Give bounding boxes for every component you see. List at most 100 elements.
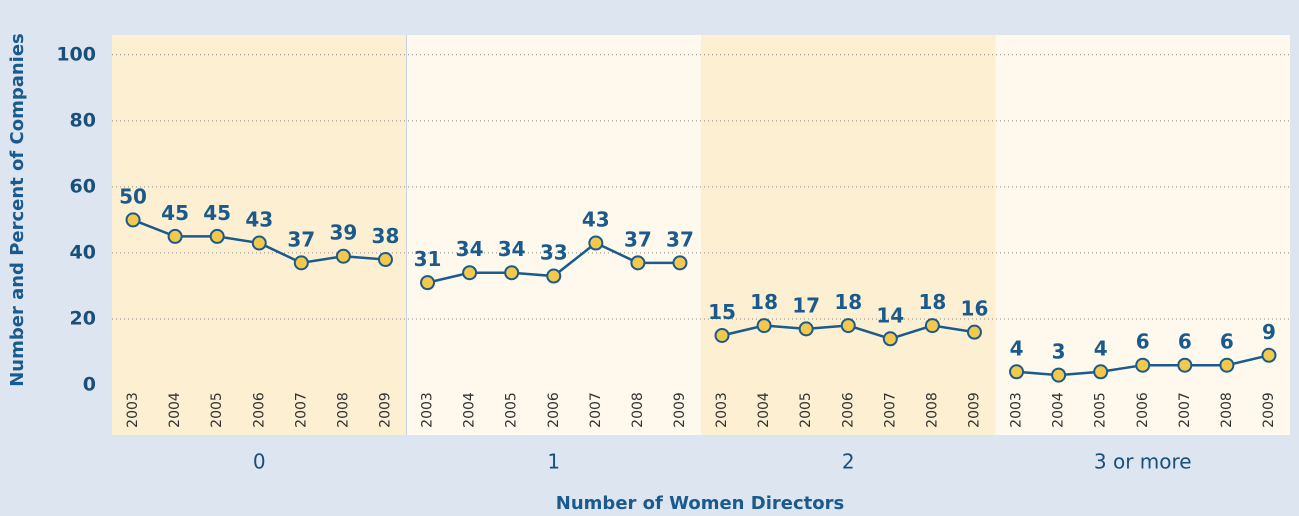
y-tick-label: 20 (70, 307, 96, 329)
x-tick-label: 2008 (335, 392, 351, 428)
value-label: 43 (245, 208, 273, 232)
value-label: 37 (624, 227, 652, 251)
value-label: 15 (708, 300, 736, 324)
value-label: 37 (666, 227, 694, 251)
marker (966, 324, 982, 340)
marker (1261, 347, 1277, 363)
value-label: 34 (498, 237, 526, 261)
x-tick-label: 2005 (798, 392, 814, 428)
x-tick-label: 2003 (420, 392, 436, 428)
x-tick-label: 2008 (924, 392, 940, 428)
group-label: 2 (842, 450, 855, 474)
group-label: 0 (253, 450, 266, 474)
value-label: 6 (1136, 330, 1150, 354)
marker (756, 318, 772, 334)
x-tick-label: 2007 (1177, 392, 1193, 428)
marker (335, 248, 351, 264)
x-tick-label: 2007 (588, 392, 604, 428)
value-label: 34 (456, 237, 484, 261)
x-tick-label: 2009 (672, 392, 688, 428)
marker (167, 228, 183, 244)
marker (672, 255, 688, 271)
x-tick-label: 2007 (882, 392, 898, 428)
group-label: 3 or more (1094, 450, 1192, 474)
x-tick-label: 2004 (1051, 392, 1067, 428)
panel (995, 35, 1290, 435)
x-tick-label: 2008 (1219, 392, 1235, 428)
marker (1009, 364, 1025, 380)
x-tick-label: 2006 (840, 392, 856, 428)
panel (406, 35, 701, 435)
value-label: 6 (1178, 330, 1192, 354)
value-label: 31 (414, 247, 442, 271)
x-tick-label: 2004 (167, 392, 183, 428)
marker (209, 228, 225, 244)
value-label: 50 (119, 184, 147, 208)
x-tick-label: 2009 (966, 392, 982, 428)
value-label: 14 (876, 303, 904, 327)
x-tick-label: 2003 (714, 392, 730, 428)
marker (1135, 357, 1151, 373)
value-label: 4 (1094, 336, 1108, 360)
panel (701, 35, 996, 435)
marker (1177, 357, 1193, 373)
y-tick-label: 100 (56, 43, 96, 65)
marker (293, 255, 309, 271)
marker (882, 331, 898, 347)
group-label: 1 (547, 450, 560, 474)
value-label: 37 (287, 227, 315, 251)
value-label: 18 (918, 290, 946, 314)
marker (1093, 364, 1109, 380)
x-tick-label: 2003 (1009, 392, 1025, 428)
x-tick-label: 2004 (756, 392, 772, 428)
x-tick-label: 2005 (504, 392, 520, 428)
marker (377, 252, 393, 268)
value-label: 43 (582, 208, 610, 232)
value-label: 18 (834, 290, 862, 314)
x-tick-label: 2006 (1135, 392, 1151, 428)
value-label: 16 (961, 297, 989, 321)
x-tick-label: 2004 (462, 392, 478, 428)
value-label: 6 (1220, 330, 1234, 354)
value-label: 9 (1262, 320, 1276, 344)
value-label: 4 (1010, 336, 1024, 360)
marker (462, 265, 478, 281)
y-tick-label: 0 (83, 374, 96, 396)
marker (588, 235, 604, 251)
value-label: 45 (203, 201, 231, 225)
marker (840, 318, 856, 334)
marker (420, 275, 436, 291)
marker (798, 321, 814, 337)
x-tick-label: 2009 (377, 392, 393, 428)
value-label: 17 (792, 293, 820, 317)
marker (251, 235, 267, 251)
value-label: 18 (750, 290, 778, 314)
y-tick-label: 40 (70, 241, 96, 263)
value-label: 3 (1052, 340, 1066, 364)
marker (504, 265, 520, 281)
x-tick-label: 2005 (1093, 392, 1109, 428)
value-label: 33 (540, 241, 568, 265)
x-tick-label: 2009 (1261, 392, 1277, 428)
x-tick-label: 2003 (125, 392, 141, 428)
y-tick-label: 80 (70, 109, 96, 131)
x-tick-label: 2005 (209, 392, 225, 428)
x-tick-label: 2008 (630, 392, 646, 428)
marker (924, 318, 940, 334)
marker (1219, 357, 1235, 373)
panel (112, 35, 407, 435)
y-tick-label: 60 (70, 175, 96, 197)
x-tick-label: 2007 (293, 392, 309, 428)
marker (630, 255, 646, 271)
value-label: 39 (329, 221, 357, 245)
value-label: 45 (161, 201, 189, 225)
value-label: 38 (372, 224, 400, 248)
x-tick-label: 2006 (251, 392, 267, 428)
x-tick-label: 2006 (546, 392, 562, 428)
marker (714, 327, 730, 343)
y-axis-title: Number and Percent of Companies (7, 33, 28, 387)
marker (546, 268, 562, 284)
marker (125, 212, 141, 228)
marker (1051, 367, 1067, 383)
